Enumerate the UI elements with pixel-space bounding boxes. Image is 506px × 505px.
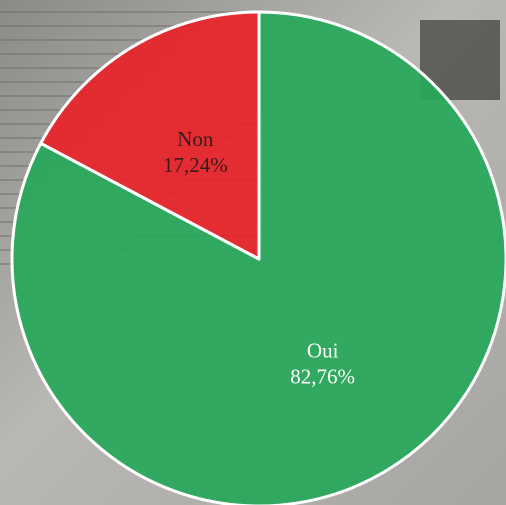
slice-label: Non xyxy=(177,127,214,151)
slice-value-label: 82,76% xyxy=(290,365,355,389)
slice-label: Oui xyxy=(307,339,339,363)
pie-slice xyxy=(39,10,261,261)
slice-value-label: 17,24% xyxy=(163,153,228,177)
